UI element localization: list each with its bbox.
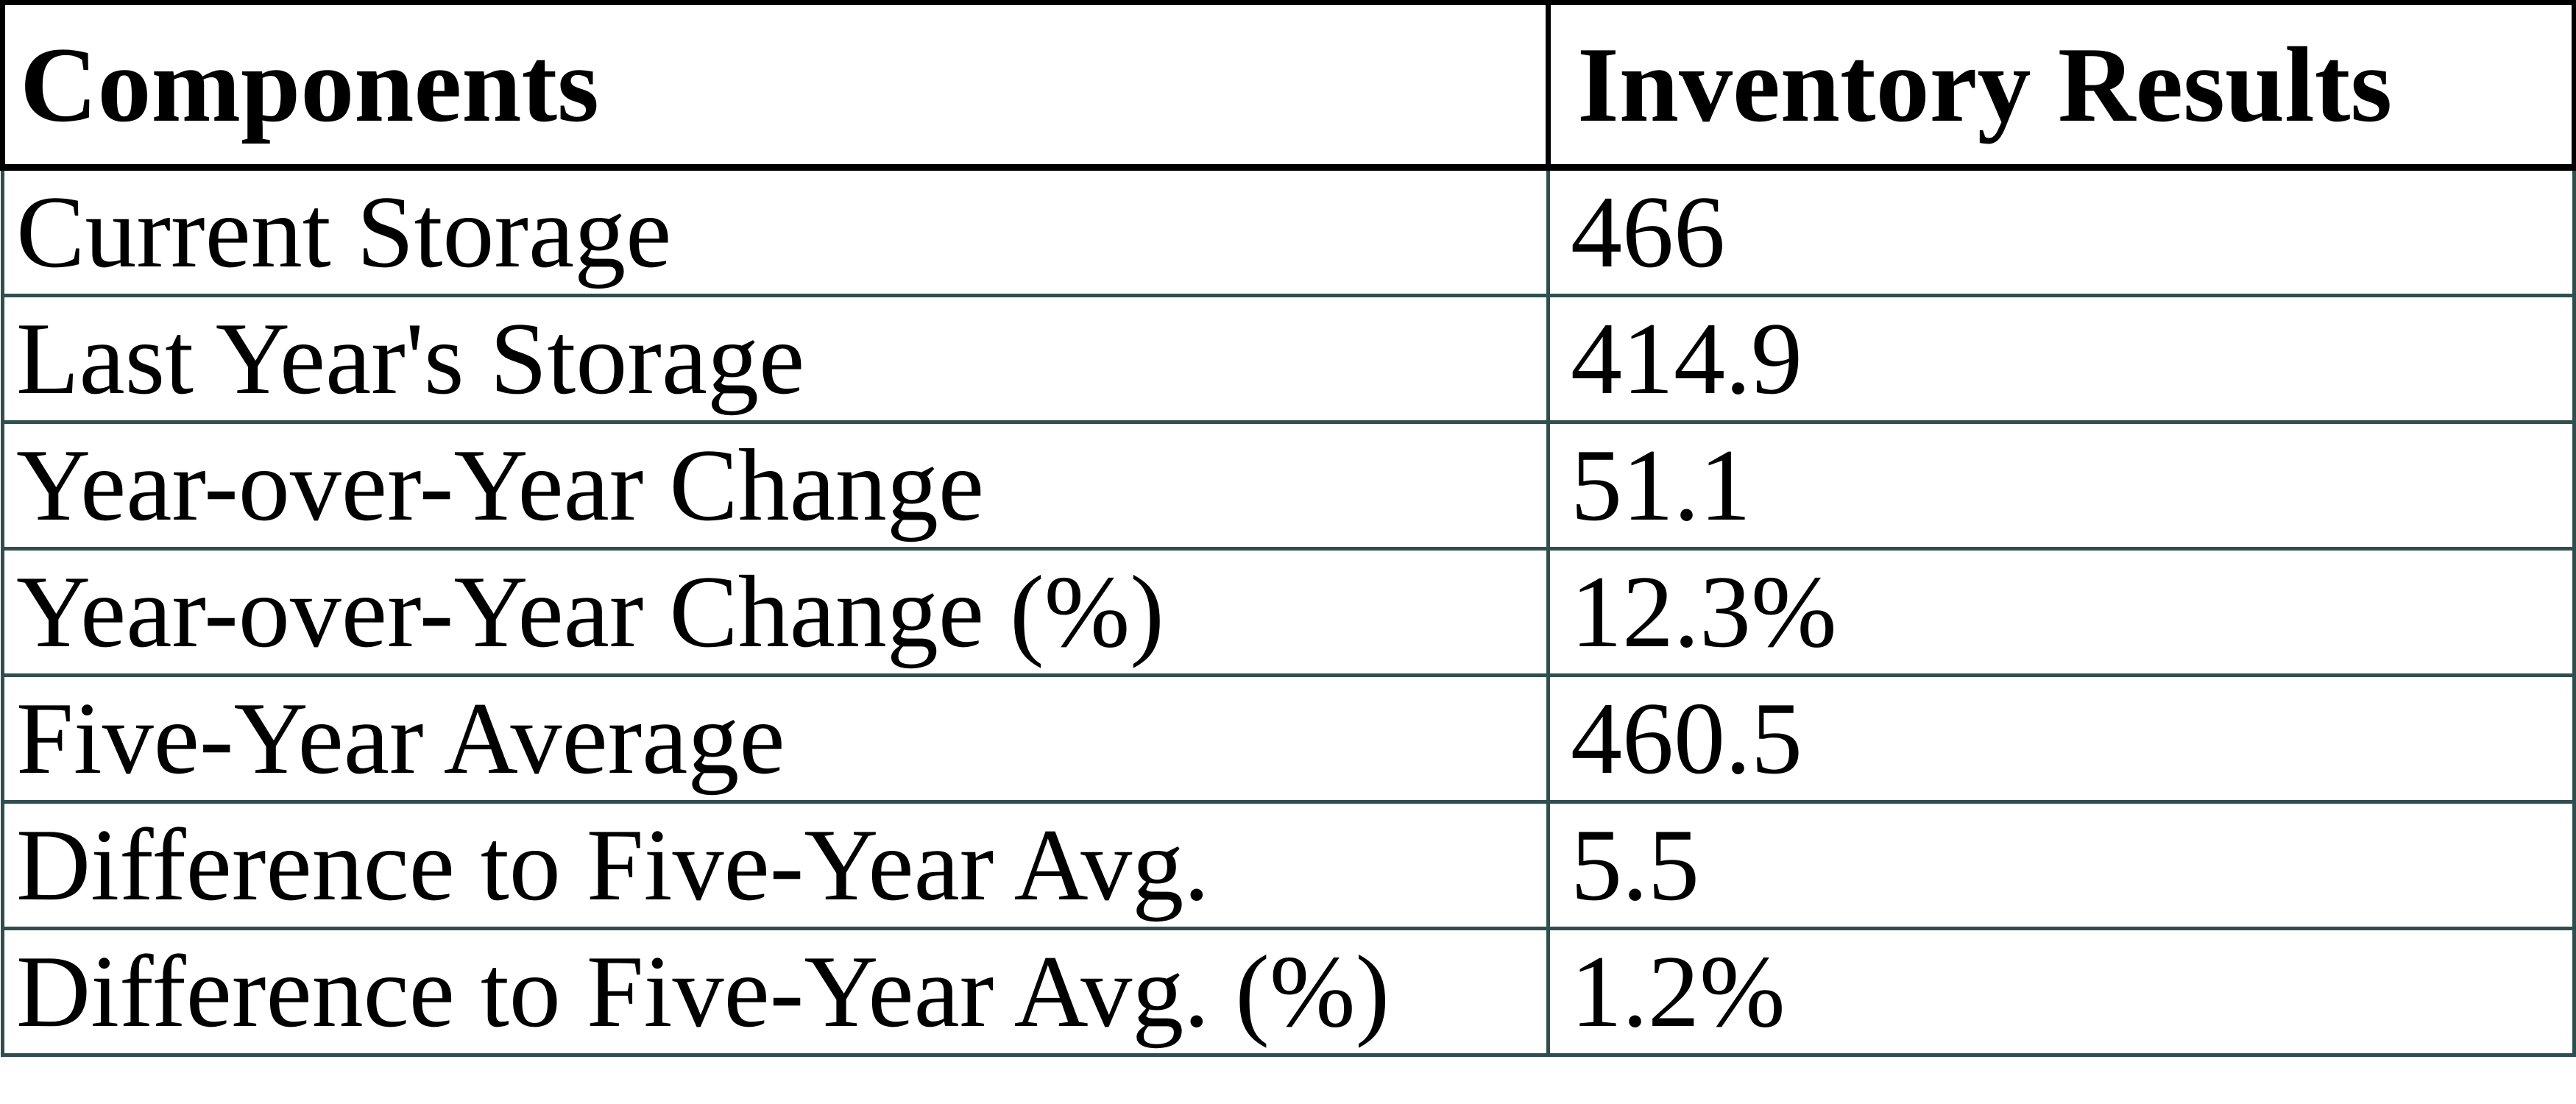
table-row: Year-over-Year Change (%) 12.3%	[1, 547, 2576, 677]
header-cell-components: Components	[0, 0, 1551, 171]
table-row: Difference to Five-Year Avg. (%) 1.2%	[1, 927, 2576, 1057]
table-header: Components Inventory Results	[0, 0, 2576, 171]
table-row: Last Year's Storage 414.9	[1, 294, 2576, 424]
row-label-five-year-average: Five-Year Average	[1, 673, 1550, 804]
row-value-yoy-change: 51.1	[1546, 420, 2576, 551]
table-row: Current Storage 466	[1, 166, 2576, 297]
row-label-diff-five-year-avg: Difference to Five-Year Avg.	[1, 800, 1550, 930]
row-label-last-years-storage: Last Year's Storage	[1, 294, 1550, 424]
row-value-last-years-storage: 414.9	[1546, 294, 2576, 424]
row-value-five-year-average: 460.5	[1546, 673, 2576, 804]
row-label-yoy-change: Year-over-Year Change	[1, 420, 1550, 551]
row-label-diff-five-year-avg-pct: Difference to Five-Year Avg. (%)	[1, 927, 1550, 1057]
row-value-current-storage: 466	[1546, 166, 2576, 297]
row-label-current-storage: Current Storage	[1, 166, 1550, 297]
header-row: Components Inventory Results	[0, 0, 2576, 171]
header-cell-inventory-results: Inventory Results	[1546, 0, 2576, 171]
row-value-yoy-change-pct: 12.3%	[1546, 547, 2576, 677]
row-value-diff-five-year-avg-pct: 1.2%	[1546, 927, 2576, 1057]
table-row: Difference to Five-Year Avg. 5.5	[1, 800, 2576, 930]
table-row: Five-Year Average 460.5	[1, 673, 2576, 804]
row-value-diff-five-year-avg: 5.5	[1546, 800, 2576, 930]
table-body: Current Storage 466 Last Year's Storage …	[1, 166, 2576, 1057]
table-row: Year-over-Year Change 51.1	[1, 420, 2576, 551]
row-label-yoy-change-pct: Year-over-Year Change (%)	[1, 547, 1550, 677]
inventory-results-table: Components Inventory Results Current Sto…	[0, 0, 2576, 1057]
